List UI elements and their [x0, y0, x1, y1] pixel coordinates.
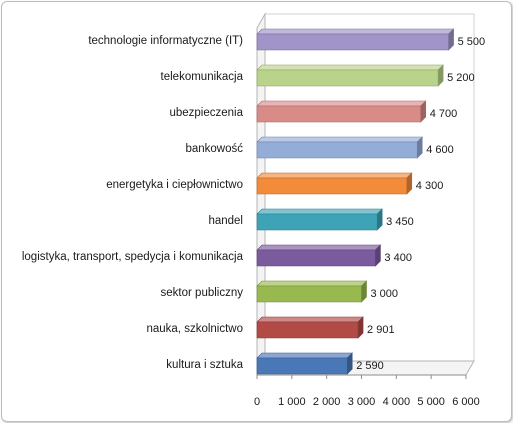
bar-9 — [256, 352, 353, 375]
value-label: 3 000 — [371, 288, 399, 300]
value-label: 2 590 — [356, 360, 384, 372]
x-tick-label: 0 — [254, 396, 260, 408]
bar-5 — [256, 208, 383, 231]
value-label: 3 400 — [384, 252, 412, 264]
bar-4 — [256, 172, 413, 195]
value-label: 5 500 — [458, 36, 486, 48]
x-tick-label: 1 000 — [278, 396, 306, 408]
category-label: sektor publiczny — [161, 287, 244, 299]
category-label: kultura i sztuka — [166, 359, 243, 371]
category-label: ubezpieczenia — [169, 107, 243, 119]
value-label: 5 200 — [447, 72, 475, 84]
bar-1 — [256, 64, 444, 87]
category-label: handel — [208, 215, 243, 227]
category-label: telekomunikacja — [161, 71, 244, 83]
value-label: 4 600 — [426, 144, 454, 156]
value-label: 4 300 — [416, 180, 444, 192]
value-label: 2 901 — [367, 324, 395, 336]
bar-3 — [256, 136, 423, 159]
x-tick-label: 6 000 — [452, 396, 480, 408]
value-label: 4 700 — [430, 108, 458, 120]
x-tick-label: 3 000 — [348, 396, 376, 408]
bar-0 — [256, 28, 455, 51]
category-label: energetyka i ciepłownictwo — [106, 179, 243, 191]
category-label: logistyka, transport, spedycja i komunik… — [22, 251, 244, 263]
x-tick-label: 4 000 — [383, 396, 411, 408]
bar-8 — [256, 316, 364, 339]
category-label: nauka, szkolnictwo — [146, 323, 243, 335]
bar-2 — [256, 100, 427, 123]
category-label: bankowość — [185, 143, 243, 155]
value-label: 3 450 — [386, 216, 414, 228]
x-tick-label: 5 000 — [417, 396, 445, 408]
category-label: technologie informatyczne (IT) — [88, 35, 243, 47]
x-tick-label: 2 000 — [313, 396, 341, 408]
bar-7 — [256, 280, 368, 303]
bar-6 — [256, 244, 382, 267]
